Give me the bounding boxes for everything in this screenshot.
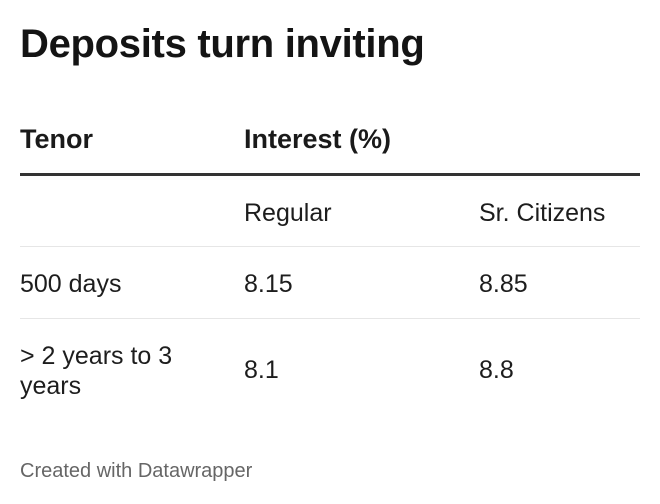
footer-credit: Created with Datawrapper xyxy=(20,460,253,482)
cell-senior: 8.85 xyxy=(479,270,528,298)
cell-regular: 8.1 xyxy=(244,356,279,384)
table-row: > 2 years to 3 years 8.1 8.8 xyxy=(20,319,640,411)
chart-title: Deposits turn inviting xyxy=(20,22,425,66)
cell-senior: 8.8 xyxy=(479,356,514,384)
subheader-senior: Sr. Citizens xyxy=(479,199,606,227)
table-row: 500 days 8.15 8.85 xyxy=(20,247,640,319)
header-tenor: Tenor xyxy=(20,124,93,154)
cell-tenor: > 2 years to 3 years xyxy=(20,342,173,400)
table-subheader-row: Regular Sr. Citizens xyxy=(20,176,640,247)
data-table: Tenor Interest (%) Regular Sr. Citizens … xyxy=(20,118,640,411)
cell-regular: 8.15 xyxy=(244,270,293,298)
table-header-row: Tenor Interest (%) xyxy=(20,118,640,176)
subheader-regular: Regular xyxy=(244,199,332,227)
cell-tenor: 500 days xyxy=(20,270,122,298)
header-interest: Interest (%) xyxy=(244,124,392,154)
